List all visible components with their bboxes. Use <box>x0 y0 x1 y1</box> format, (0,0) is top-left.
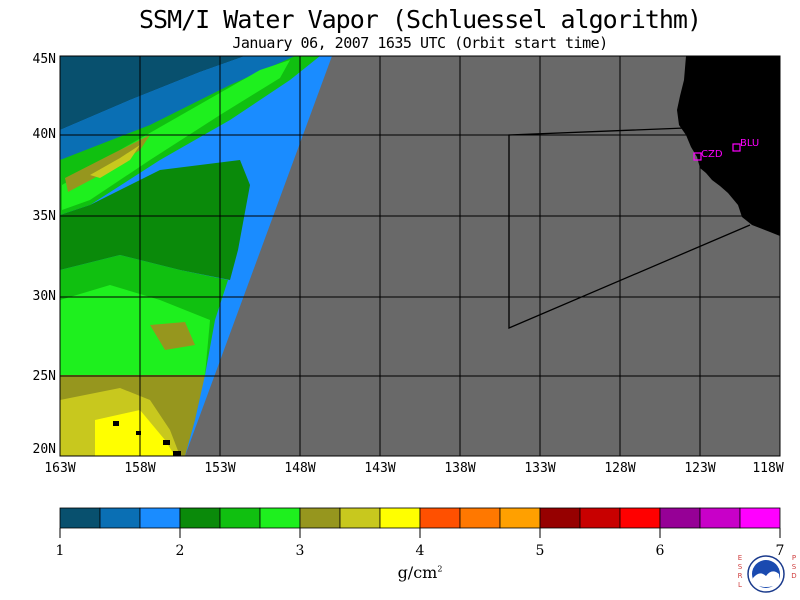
colorbar-label-5: 5 <box>535 543 545 559</box>
lon-label-128w: 128W <box>604 461 636 476</box>
logo-letter: P <box>791 554 797 562</box>
lon-label-163w: 163W <box>44 461 76 476</box>
lon-label-143w: 143W <box>364 461 396 476</box>
swath-light-green-south <box>60 285 210 375</box>
island-oahu <box>136 431 141 435</box>
lon-label-118w: 118W <box>752 461 784 476</box>
colorbar-swatch <box>259 507 301 529</box>
noaa-seal-icon <box>747 555 785 593</box>
colorbar-swatch <box>299 507 341 529</box>
colorbar-label-6: 6 <box>655 543 665 559</box>
noaa-esrl-psd-logo: E S R L P S D <box>734 554 798 598</box>
island-kauai <box>113 421 119 426</box>
station-markers: CZD BLU <box>693 138 759 161</box>
island-maui <box>163 440 170 445</box>
swath-olive-south <box>150 322 195 350</box>
north-america-coastline <box>677 56 780 236</box>
swath-dry-northwest <box>60 56 245 130</box>
colorbar-swatch <box>139 507 181 529</box>
colorbar-label-2: 2 <box>175 543 185 559</box>
logo-esrl-letters: E S R L <box>736 554 744 590</box>
swath-dark-green-middle <box>60 160 250 280</box>
logo-letter: E <box>737 554 743 562</box>
colorbar-label-1: 1 <box>55 543 65 559</box>
lat-label-30n: 30N <box>32 289 56 304</box>
colorbar-swatch <box>499 507 541 529</box>
map-subtitle: January 06, 2007 1635 UTC (Orbit start t… <box>232 34 608 52</box>
logo-letter: L <box>738 581 742 589</box>
colorbar-swatch <box>179 507 221 529</box>
lat-label-20n: 20N <box>32 442 56 457</box>
station-czd-label: CZD <box>701 149 723 160</box>
water-vapor-swath <box>60 56 332 456</box>
lat-label-25n: 25N <box>32 369 56 384</box>
colorbar <box>59 507 781 538</box>
lon-label-133w: 133W <box>524 461 556 476</box>
logo-psd-letters: P S D <box>790 554 798 581</box>
logo-letter: R <box>737 572 743 580</box>
station-blu-label: BLU <box>740 138 759 149</box>
seal-bird-wave <box>753 571 779 587</box>
lat-label-45n: 45N <box>32 52 56 67</box>
colorbar-swatch <box>339 507 381 529</box>
colorbar-swatch <box>459 507 501 529</box>
station-czd-marker <box>693 152 702 161</box>
colorbar-label-4: 4 <box>415 543 425 559</box>
colorbar-label-3: 3 <box>295 543 305 559</box>
logo-letter: S <box>791 563 797 571</box>
colorbar-swatch <box>379 507 421 529</box>
colorbar-swatch <box>579 507 621 529</box>
map-title: SSM/I Water Vapor (Schluessel algorithm) <box>138 5 702 34</box>
colorbar-swatch <box>539 507 581 529</box>
lon-label-138w: 138W <box>444 461 476 476</box>
map-frame <box>59 55 781 457</box>
swath-olive-band <box>65 135 150 192</box>
station-blu-marker <box>732 143 741 152</box>
unit-text: g/cm <box>397 563 438 582</box>
hawaiian-islands <box>113 421 181 456</box>
colorbar-swatch <box>219 507 261 529</box>
lon-label-153w: 153W <box>204 461 236 476</box>
colorbar-swatch <box>59 507 101 529</box>
logo-letter: D <box>791 572 797 580</box>
colorbar-swatch <box>619 507 661 529</box>
colorbar-unit-label: g/cm2 <box>370 563 470 582</box>
colorbar-swatch <box>419 507 461 529</box>
swath-yellow-streak <box>90 145 140 178</box>
colorbar-swatch <box>659 507 701 529</box>
unit-exponent: 2 <box>437 564 443 574</box>
lon-label-148w: 148W <box>284 461 316 476</box>
lon-label-123w: 123W <box>684 461 716 476</box>
lon-label-158w: 158W <box>124 461 156 476</box>
colorbar-label-7: 7 <box>775 543 785 559</box>
island-big-island <box>173 451 181 456</box>
colorbar-swatch <box>739 507 781 529</box>
lat-label-40n: 40N <box>32 127 56 142</box>
graticule <box>60 56 780 456</box>
lat-label-35n: 35N <box>32 209 56 224</box>
colorbar-swatch <box>699 507 741 529</box>
study-region-outline <box>508 127 751 329</box>
colorbar-swatch <box>99 507 141 529</box>
logo-letter: S <box>737 563 743 571</box>
